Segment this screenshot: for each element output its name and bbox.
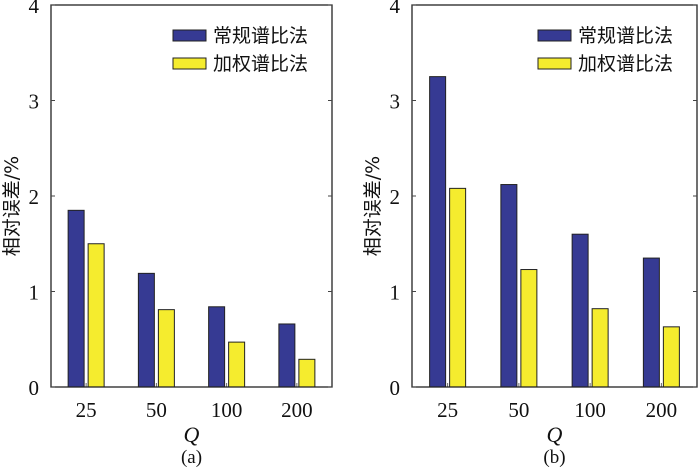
bar-conventional-50 bbox=[500, 184, 518, 388]
y-tick-label: 0 bbox=[29, 376, 40, 400]
legend-label: 常规谱比法 bbox=[578, 25, 673, 47]
bar-conventional-25 bbox=[67, 209, 85, 388]
bar-weighted-100 bbox=[228, 341, 246, 388]
x-tick-label: 50 bbox=[508, 398, 529, 422]
x-tick-label: 100 bbox=[574, 398, 606, 422]
x-tick-label: 100 bbox=[211, 398, 243, 422]
bar-conventional-50 bbox=[137, 272, 155, 388]
y-tick-label: 3 bbox=[29, 90, 40, 114]
legend-swatch-conventional bbox=[537, 29, 572, 42]
bar-conventional-200 bbox=[278, 323, 296, 388]
bar-weighted-100 bbox=[591, 308, 609, 388]
y-tick-label: 1 bbox=[390, 281, 401, 305]
legend-swatch-weighted bbox=[172, 57, 207, 70]
x-axis-label: Q bbox=[547, 422, 563, 447]
y-axis-label: 相对误差/% bbox=[1, 156, 23, 256]
x-tick-label: 200 bbox=[281, 398, 313, 422]
y-tick-label: 0 bbox=[390, 376, 401, 400]
bar-weighted-50 bbox=[157, 309, 175, 388]
legend-label: 常规谱比法 bbox=[213, 25, 308, 47]
y-axis-label: 相对误差/% bbox=[362, 156, 384, 256]
bar-conventional-25 bbox=[429, 76, 447, 388]
legend-label: 加权谱比法 bbox=[578, 53, 673, 75]
x-tick-label: 25 bbox=[437, 398, 458, 422]
x-tick-label: 50 bbox=[146, 398, 167, 422]
x-tick-label: 200 bbox=[646, 398, 678, 422]
x-axis-label: Q bbox=[184, 422, 200, 447]
y-tick-label: 4 bbox=[390, 0, 401, 18]
panel-caption: (b) bbox=[543, 447, 565, 467]
bar-weighted-25 bbox=[87, 243, 105, 388]
bar-weighted-200 bbox=[662, 326, 680, 388]
bar-conventional-100 bbox=[208, 306, 226, 388]
bar-weighted-50 bbox=[520, 269, 538, 388]
bar-weighted-200 bbox=[298, 358, 316, 388]
y-tick-label: 3 bbox=[390, 90, 401, 114]
x-tick-label: 25 bbox=[76, 398, 97, 422]
panel-caption: (a) bbox=[181, 447, 202, 467]
y-tick-label: 2 bbox=[29, 185, 40, 209]
legend-swatch-conventional bbox=[172, 29, 207, 42]
y-tick-label: 1 bbox=[29, 281, 40, 305]
legend-swatch-weighted bbox=[537, 57, 572, 70]
y-tick-label: 4 bbox=[29, 0, 40, 18]
y-tick-label: 2 bbox=[390, 185, 401, 209]
bar-conventional-200 bbox=[642, 257, 660, 388]
bar-weighted-25 bbox=[449, 187, 467, 388]
legend-label: 加权谱比法 bbox=[213, 53, 308, 75]
bar-conventional-100 bbox=[571, 233, 589, 388]
